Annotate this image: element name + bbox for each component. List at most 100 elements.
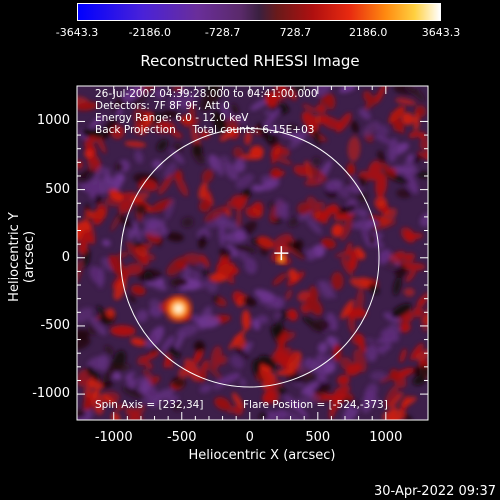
heatmap-blob — [349, 250, 358, 271]
heatmap-blob — [388, 391, 404, 409]
heatmap-blob — [356, 332, 366, 353]
heatmap-blob — [376, 150, 386, 163]
heatmap-blob — [77, 307, 94, 323]
heatmap-blob — [404, 171, 419, 194]
heatmap-blob — [217, 372, 241, 386]
heatmap-blob — [157, 219, 166, 228]
heatmap-blob — [201, 169, 214, 183]
heatmap-blob — [218, 220, 226, 247]
heatmap-blob — [183, 253, 204, 265]
heatmap-blob — [306, 296, 323, 316]
spin-axis-label: Spin Axis = [232,34] — [95, 399, 204, 411]
flare-source — [165, 295, 192, 322]
colorbar-tick-label: 2186.0 — [348, 26, 388, 39]
heatmap-blob — [101, 393, 116, 406]
heatmap-blob — [250, 98, 269, 111]
heatmap-blob — [104, 345, 114, 355]
heatmap-blob — [210, 345, 223, 370]
heatmap-blob — [232, 392, 244, 410]
heatmap-blob — [126, 376, 137, 389]
heatmap-blob — [361, 224, 369, 244]
heatmap-blob — [317, 114, 329, 124]
heatmap-blob — [158, 173, 174, 195]
heatmap-blob — [266, 385, 280, 404]
heatmap-blob — [77, 169, 96, 184]
x-tick-label: 1000 — [369, 430, 403, 445]
heatmap-blob — [304, 358, 326, 374]
heatmap-blob — [111, 125, 125, 140]
heatmap-blob — [128, 294, 136, 304]
heatmap-blob — [89, 316, 107, 336]
heatmap-blob — [364, 383, 378, 401]
heatmap-blob — [135, 376, 145, 385]
heatmap-blob — [294, 395, 320, 406]
heatmap-blob — [400, 227, 416, 243]
heatmap-blob — [213, 294, 219, 303]
heatmap-blob — [264, 91, 278, 108]
heatmap-blob — [97, 354, 110, 372]
heatmap-blob — [344, 184, 365, 194]
heatmap-blob — [224, 162, 239, 181]
heatmap-blob — [200, 254, 210, 268]
heatmap-blob — [353, 349, 367, 373]
colorbar-tick-label: -728.7 — [204, 26, 241, 39]
heatmap-blob — [316, 201, 326, 209]
heatmap-blob — [235, 173, 254, 189]
heatmap-blob — [163, 162, 177, 178]
heatmap-blob — [102, 239, 111, 247]
heatmap-blob — [198, 234, 208, 249]
heatmap-blob — [233, 334, 246, 349]
heatmap-blob — [161, 335, 175, 353]
colorbar-tick-label: -2186.0 — [128, 26, 172, 39]
heatmap-blob — [418, 131, 427, 140]
heatmap-blob — [209, 273, 228, 283]
heatmap-blob — [251, 184, 264, 192]
heatmap-blob — [389, 368, 400, 382]
heatmap-blob — [274, 310, 282, 320]
heatmap-blob — [260, 178, 280, 191]
heatmap-blob — [341, 256, 354, 276]
heatmap-blob — [121, 86, 144, 102]
heatmap-blob — [142, 368, 155, 383]
heatmap-blob — [183, 119, 200, 127]
heatmap-blob — [133, 225, 142, 241]
heatmap-blob — [240, 153, 263, 160]
spin-axis-marker — [274, 246, 289, 261]
heatmap-blob — [89, 115, 105, 129]
heatmap-blob — [384, 385, 399, 408]
heatmap-blob — [174, 173, 189, 197]
x-tick-label: 500 — [305, 430, 331, 445]
heatmap-blob — [87, 380, 104, 390]
heatmap-blob — [312, 156, 321, 166]
heatmap-blob — [83, 219, 91, 233]
heatmap-blob — [388, 105, 406, 124]
chart-title: Reconstructed RHESSI Image — [140, 52, 360, 70]
y-tick-label: 0 — [61, 249, 70, 265]
x-tick-label: 0 — [245, 430, 254, 445]
heatmap-blob — [347, 136, 361, 162]
x-tick-label: -500 — [166, 430, 197, 445]
heatmap-blob — [395, 98, 417, 106]
x-axis-label: Heliocentric X (arcsec) — [188, 448, 336, 463]
heatmap-blob — [156, 388, 174, 401]
heatmap-blob — [116, 107, 123, 117]
heatmap-blob — [419, 212, 428, 227]
heatmap-blob — [141, 394, 153, 405]
heatmap-blob — [388, 137, 399, 163]
heatmap-blob — [166, 232, 184, 242]
heatmap-blob — [337, 374, 350, 386]
heatmap-blob — [236, 248, 249, 262]
heatmap-blob — [271, 145, 282, 158]
heatmap-blob — [114, 251, 130, 259]
heatmap-blob — [351, 120, 359, 134]
heatmap-blob — [355, 288, 365, 314]
heatmap-blob — [211, 86, 220, 99]
heatmap-blob — [334, 385, 351, 395]
heatmap-blob — [134, 246, 149, 256]
heatmap-blob — [81, 129, 105, 139]
heatmap-blob — [401, 112, 414, 126]
heatmap-blob — [173, 331, 185, 353]
heatmap-blob — [150, 111, 163, 125]
heatmap-blob — [374, 133, 393, 145]
heatmap-blob — [236, 195, 248, 211]
